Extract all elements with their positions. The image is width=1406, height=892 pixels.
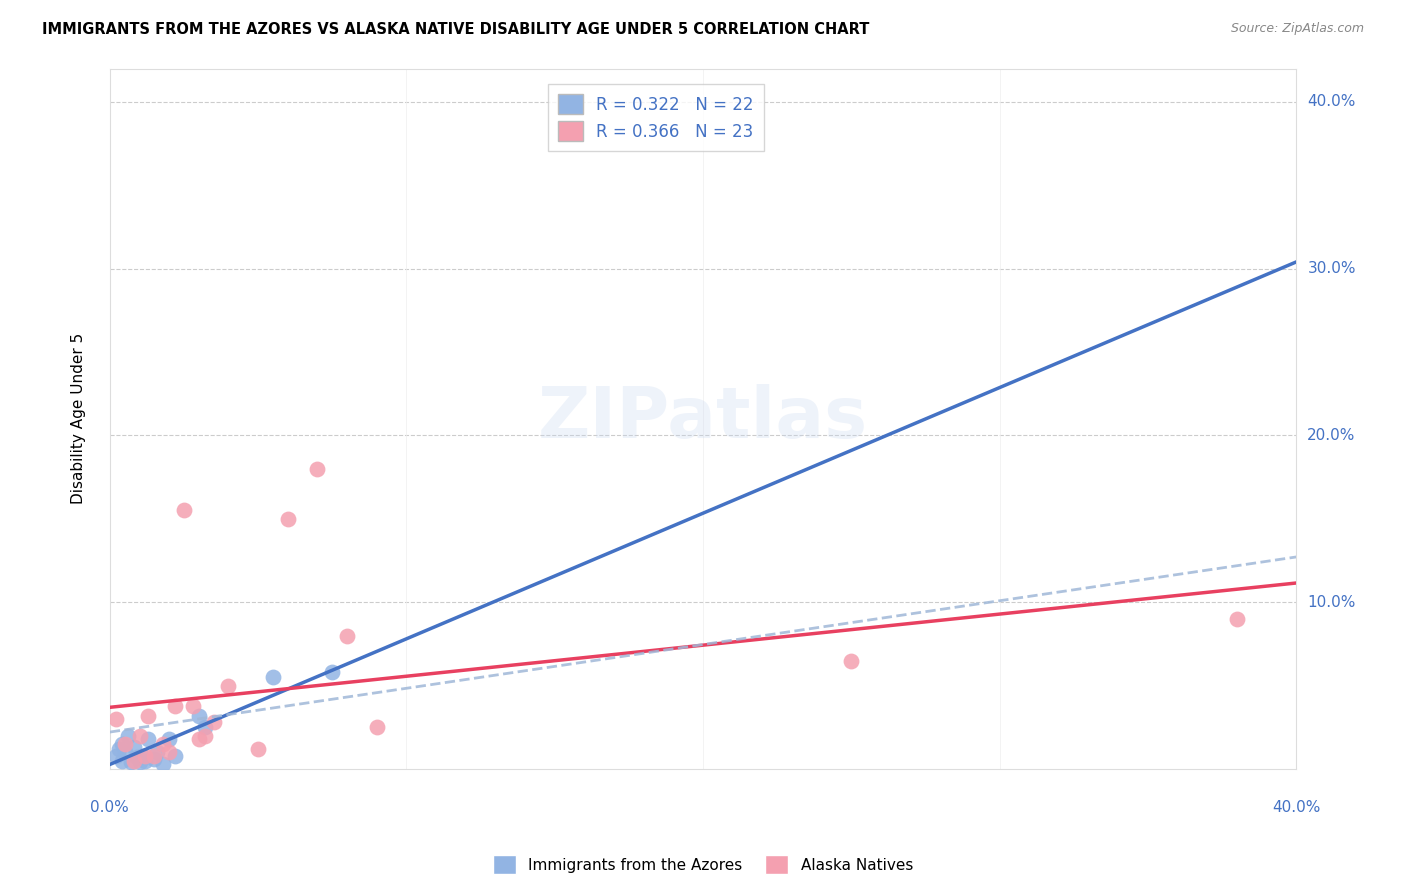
Point	[202, 715, 225, 730]
Text: 40.0%: 40.0%	[1272, 799, 1320, 814]
Text: 20.0%: 20.0%	[1308, 428, 1355, 443]
Point	[143, 752, 166, 766]
Point	[366, 720, 388, 734]
Point	[128, 729, 150, 743]
Point	[131, 748, 153, 763]
Text: 40.0%: 40.0%	[1308, 95, 1355, 110]
Point	[247, 742, 270, 756]
Point	[122, 740, 145, 755]
Point	[1226, 612, 1249, 626]
Point	[173, 503, 195, 517]
Point	[138, 731, 160, 746]
Point	[277, 512, 299, 526]
Point	[152, 737, 174, 751]
Point	[181, 698, 204, 713]
Point	[194, 729, 217, 743]
Point	[157, 745, 180, 759]
Point	[138, 708, 160, 723]
Point	[336, 629, 359, 643]
Legend: R = 0.322   N = 22, R = 0.366   N = 23: R = 0.322 N = 22, R = 0.366 N = 23	[548, 84, 763, 151]
Point	[125, 750, 148, 764]
Point	[165, 748, 187, 763]
Point	[218, 679, 240, 693]
Text: IMMIGRANTS FROM THE AZORES VS ALASKA NATIVE DISABILITY AGE UNDER 5 CORRELATION C: IMMIGRANTS FROM THE AZORES VS ALASKA NAT…	[42, 22, 869, 37]
Point	[262, 670, 284, 684]
Point	[104, 712, 127, 726]
Point	[117, 729, 139, 743]
Point	[111, 737, 134, 751]
Point	[128, 756, 150, 770]
Text: Source: ZipAtlas.com: Source: ZipAtlas.com	[1230, 22, 1364, 36]
Point	[143, 748, 166, 763]
Legend: Immigrants from the Azores, Alaska Natives: Immigrants from the Azores, Alaska Nativ…	[486, 849, 920, 880]
Point	[114, 737, 136, 751]
Point	[122, 754, 145, 768]
Text: ZIPatlas: ZIPatlas	[538, 384, 868, 453]
Text: 0.0%: 0.0%	[90, 799, 129, 814]
Point	[107, 742, 129, 756]
Point	[120, 756, 142, 770]
Point	[157, 731, 180, 746]
Point	[194, 720, 217, 734]
Point	[134, 754, 156, 768]
Y-axis label: Disability Age Under 5: Disability Age Under 5	[72, 333, 86, 504]
Point	[146, 745, 169, 759]
Point	[134, 748, 156, 763]
Point	[152, 757, 174, 772]
Point	[111, 754, 134, 768]
Point	[165, 698, 187, 713]
Point	[307, 462, 329, 476]
Point	[187, 731, 209, 746]
Point	[104, 748, 127, 763]
Point	[841, 654, 863, 668]
Text: 10.0%: 10.0%	[1308, 595, 1355, 610]
Text: 30.0%: 30.0%	[1308, 261, 1355, 277]
Point	[187, 708, 209, 723]
Point	[321, 665, 343, 680]
Point	[114, 745, 136, 759]
